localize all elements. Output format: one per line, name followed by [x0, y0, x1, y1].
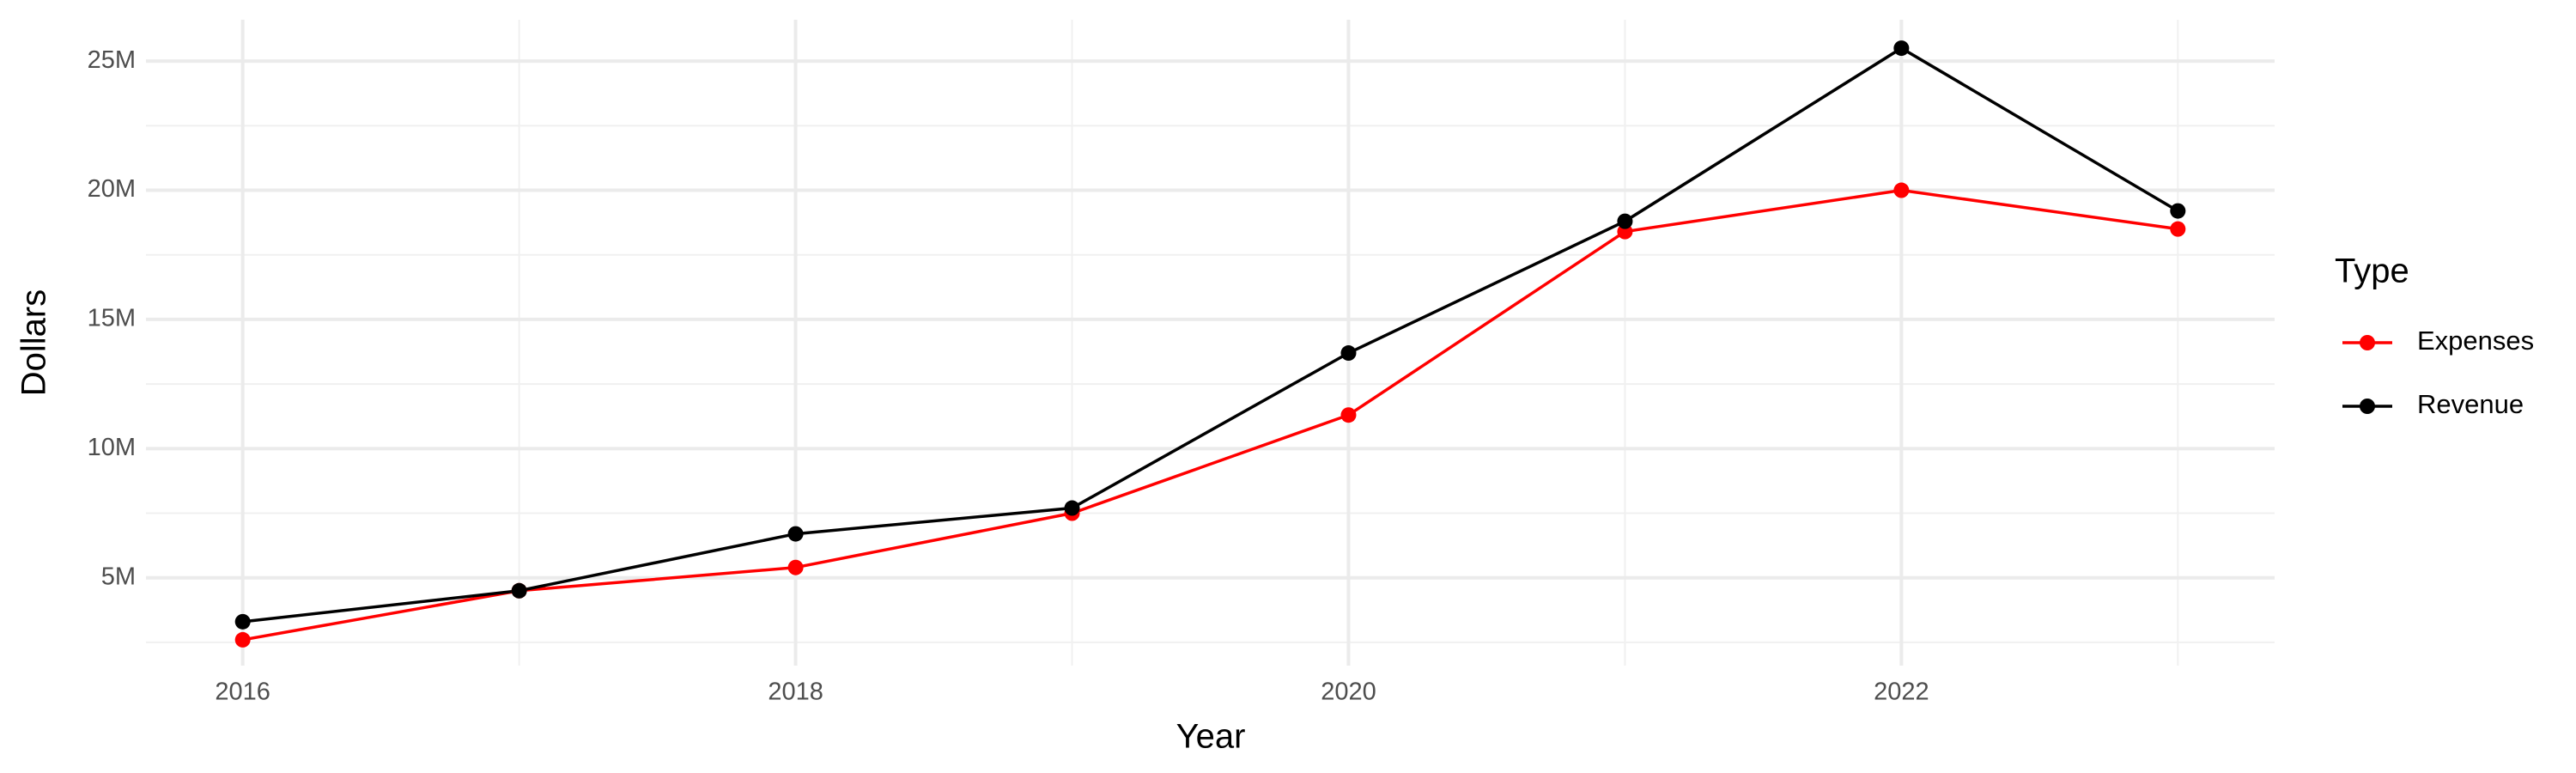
x-axis-title: Year	[1176, 718, 1246, 756]
point	[1893, 182, 1910, 198]
y-tick-label: 20M	[88, 175, 136, 203]
series-line	[242, 188, 2178, 642]
y-tick-label: 10M	[88, 434, 136, 461]
x-tick-label: 2018	[768, 679, 823, 706]
legend-point	[2360, 335, 2375, 350]
legend-title: Type	[2335, 253, 2409, 290]
point	[234, 613, 251, 630]
series-line	[242, 46, 2179, 624]
legend-point	[2360, 399, 2375, 414]
point	[1340, 407, 1357, 423]
point	[1893, 40, 1910, 57]
point	[1340, 345, 1357, 362]
x-tick-label: 2016	[215, 679, 270, 706]
point	[2170, 221, 2186, 237]
x-tick-label: 2022	[1874, 679, 1929, 706]
y-tick-label: 25M	[88, 46, 136, 74]
point	[2170, 203, 2186, 219]
point	[1064, 500, 1080, 516]
legend-label: Expenses	[2417, 326, 2534, 356]
point	[787, 559, 804, 575]
point	[1617, 213, 1633, 229]
y-tick-label: 15M	[88, 305, 136, 332]
x-tick-label: 2020	[1321, 679, 1376, 706]
point	[511, 582, 527, 599]
legend-label: Revenue	[2417, 389, 2524, 419]
y-tick-label: 5M	[101, 563, 136, 590]
point	[787, 526, 804, 542]
y-axis-title: Dollars	[15, 289, 53, 396]
point	[234, 631, 251, 648]
